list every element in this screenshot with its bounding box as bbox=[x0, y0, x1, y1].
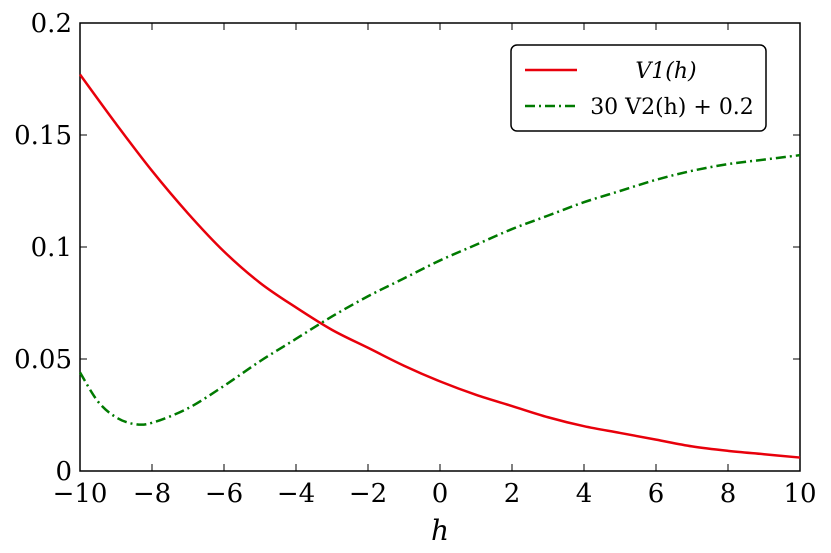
axis-tick-labels: −10 −8 −6 −4 −2 0 2 4 6 8 10 0 0.05 0.1 0.15 0.2 bbox=[14, 9, 816, 509]
x-tick-label: −6 bbox=[205, 479, 243, 509]
legend-label-series-2: 30 V2(h) + 0.2 bbox=[590, 95, 754, 120]
series-line-2 bbox=[78, 153, 801, 426]
x-tick-label: 6 bbox=[648, 479, 665, 509]
x-axis-label: h bbox=[431, 514, 449, 547]
x-tick-label: −8 bbox=[133, 479, 171, 509]
x-tick-label: 8 bbox=[720, 479, 737, 509]
y-tick-label: 0.05 bbox=[14, 345, 72, 375]
series-lines bbox=[78, 73, 801, 459]
x-tick-label: 4 bbox=[576, 479, 593, 509]
legend: V1(h) 30 V2(h) + 0.2 bbox=[510, 44, 767, 132]
x-tick-label: −10 bbox=[53, 479, 108, 509]
x-tick-label: −2 bbox=[349, 479, 387, 509]
legend-box bbox=[510, 44, 767, 132]
x-tick-label: −4 bbox=[277, 479, 315, 509]
y-tick-label: 0.1 bbox=[31, 233, 72, 263]
axis-ticks bbox=[79, 22, 801, 472]
legend-label-series-1: V1(h) bbox=[635, 59, 696, 84]
y-tick-label: 0 bbox=[55, 457, 72, 487]
x-tick-label: 0 bbox=[432, 479, 449, 509]
y-tick-label: 0.2 bbox=[31, 9, 72, 39]
y-tick-label: 0.15 bbox=[14, 121, 72, 151]
x-tick-label: 10 bbox=[783, 479, 816, 509]
series-line-1 bbox=[78, 73, 801, 459]
x-tick-label: 2 bbox=[504, 479, 521, 509]
